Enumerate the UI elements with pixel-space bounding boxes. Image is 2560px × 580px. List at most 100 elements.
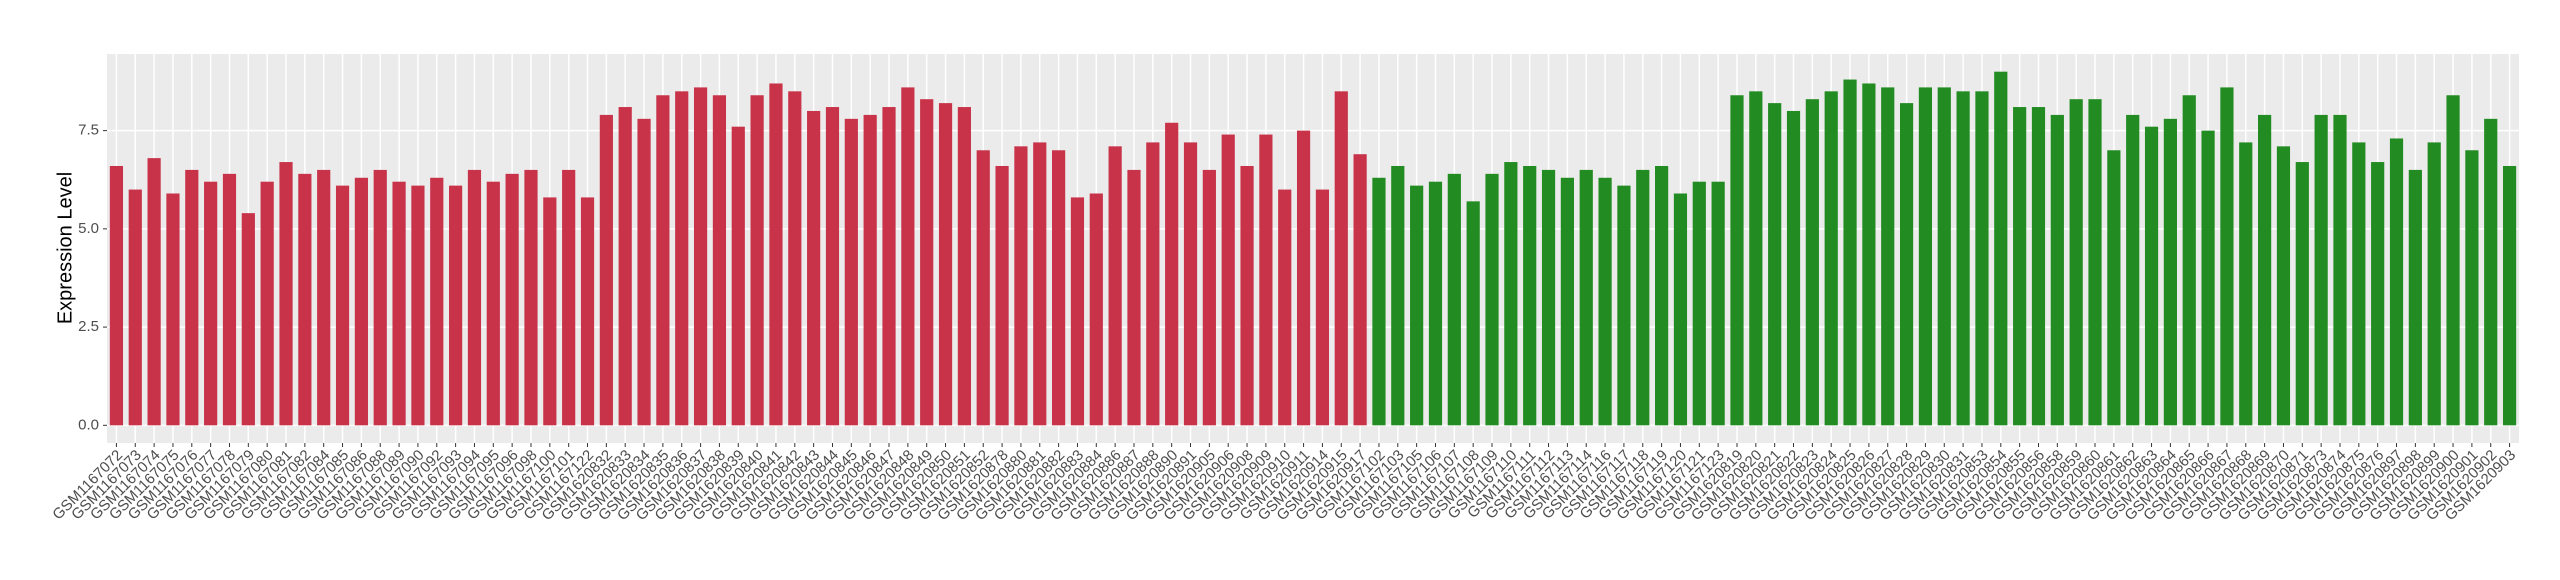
bar [1937, 87, 1951, 426]
bar [1824, 91, 1838, 426]
bar [2258, 114, 2272, 426]
bar [957, 107, 971, 426]
bar [562, 169, 576, 426]
bar [1749, 91, 1763, 426]
bar [2220, 87, 2234, 426]
y-tick-label: 5.0 [78, 220, 99, 237]
bar [2465, 150, 2479, 426]
bar [1899, 103, 1914, 426]
bar [2013, 107, 2027, 426]
bar [1014, 146, 1028, 426]
bar [354, 177, 368, 426]
bar [1843, 79, 1857, 426]
bar [1070, 197, 1085, 426]
bar [1598, 177, 1612, 426]
bar [1956, 91, 1970, 426]
bar [1089, 193, 1103, 426]
bar [166, 193, 180, 426]
bar [392, 181, 406, 426]
bar [750, 95, 764, 426]
y-tick-label: 0.0 [78, 416, 99, 433]
bar [467, 169, 482, 426]
bar [2088, 99, 2102, 426]
bar [976, 150, 990, 426]
bar [2295, 162, 2309, 426]
bar [185, 169, 199, 426]
bar [1240, 165, 1254, 426]
bar [1278, 189, 1292, 426]
bar [260, 181, 274, 426]
bar [637, 118, 651, 426]
bar [1127, 169, 1141, 426]
bar [2408, 169, 2422, 426]
bar [1221, 134, 1235, 426]
bar [411, 185, 425, 426]
y-tick-label: 2.5 [78, 318, 99, 335]
bar [109, 165, 124, 426]
bar [543, 197, 557, 426]
bar [317, 169, 331, 426]
bar [920, 99, 934, 426]
bar [1485, 173, 1499, 426]
bar [449, 185, 463, 426]
bar [1523, 165, 1537, 426]
bar [2389, 138, 2404, 426]
bar [2069, 99, 2083, 426]
bar [788, 91, 802, 426]
y-tick-label: 7.5 [78, 122, 99, 139]
bar [825, 107, 840, 426]
bar [863, 114, 877, 426]
bar [675, 91, 689, 426]
bar [882, 107, 896, 426]
bar [2446, 95, 2460, 426]
bar [1655, 165, 1669, 426]
y-axis-label: Expression Level [54, 172, 76, 324]
bar [279, 162, 293, 426]
bar [1033, 142, 1047, 426]
bar [2333, 114, 2347, 426]
bar [204, 181, 218, 426]
bar [2201, 130, 2215, 426]
bar [2126, 114, 2140, 426]
bar [618, 107, 632, 426]
bar [1881, 87, 1895, 426]
bar [580, 197, 595, 426]
bar [2484, 118, 2498, 426]
bar [1617, 185, 1631, 426]
bar [1146, 142, 1160, 426]
bar [128, 189, 142, 426]
bar [1183, 142, 1198, 426]
bar [1202, 169, 1216, 426]
bar [599, 114, 613, 426]
bar [486, 181, 500, 426]
bar [1918, 87, 1933, 426]
bar [2163, 118, 2177, 426]
bar [1428, 181, 1443, 426]
bar [1730, 95, 1744, 426]
bar [2352, 142, 2366, 426]
bar [1786, 110, 1801, 426]
bar [2314, 114, 2328, 426]
bar [1768, 103, 1782, 426]
bar [2371, 162, 2385, 426]
bar [1165, 122, 1179, 426]
bar [2107, 150, 2121, 426]
bar [222, 173, 237, 426]
bar [2182, 95, 2196, 426]
bar [2276, 146, 2291, 426]
bar [1711, 181, 1725, 426]
bar [2050, 114, 2064, 426]
bar [995, 165, 1009, 426]
bar [1975, 91, 1989, 426]
bar [1504, 162, 1518, 426]
bar [712, 95, 727, 426]
bar [1410, 185, 1424, 426]
bar [807, 110, 821, 426]
bar [241, 213, 255, 426]
bar [693, 87, 708, 426]
bar [147, 158, 161, 426]
bar [1447, 173, 1461, 426]
bar [1372, 177, 1386, 426]
bar [1296, 130, 1311, 426]
bar [1560, 177, 1574, 426]
